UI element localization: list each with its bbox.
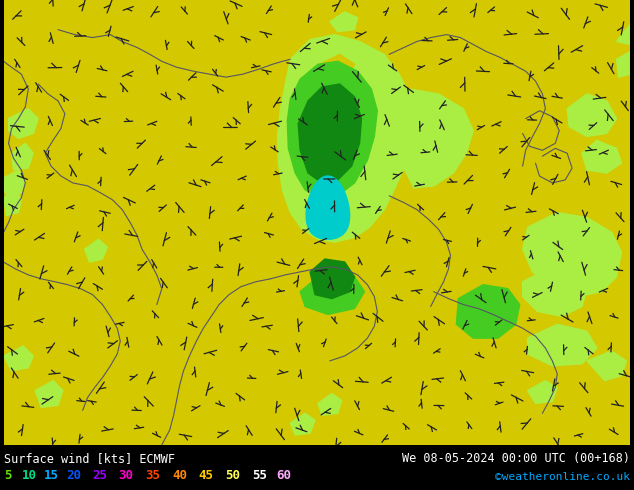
Text: 25: 25 [92,469,107,482]
Polygon shape [4,170,25,198]
Polygon shape [567,94,617,136]
Text: 35: 35 [145,469,160,482]
Polygon shape [36,381,63,407]
Polygon shape [298,84,361,183]
Polygon shape [278,35,414,242]
Polygon shape [300,277,365,315]
Polygon shape [287,61,377,198]
Text: 30: 30 [118,469,133,482]
Polygon shape [587,351,626,381]
Text: 60: 60 [276,469,291,482]
Polygon shape [85,239,107,262]
Text: 45: 45 [198,469,213,482]
Text: 55: 55 [252,469,267,482]
Polygon shape [8,109,38,138]
Text: ©weatheronline.co.uk: ©weatheronline.co.uk [495,472,630,482]
Polygon shape [320,54,354,79]
Polygon shape [617,24,630,45]
Polygon shape [4,346,33,371]
Text: 10: 10 [22,469,37,482]
Polygon shape [582,141,621,173]
Text: We 08-05-2024 00:00 UTC (00+168): We 08-05-2024 00:00 UTC (00+168) [402,452,630,465]
Polygon shape [11,144,33,170]
Polygon shape [306,176,349,239]
Text: 40: 40 [172,469,187,482]
Polygon shape [379,69,473,188]
Polygon shape [4,190,22,216]
Polygon shape [527,381,557,403]
Polygon shape [456,285,520,338]
Text: Surface wind [kts] ECMWF: Surface wind [kts] ECMWF [4,452,175,465]
Text: 5: 5 [4,469,11,482]
Polygon shape [527,324,597,366]
Polygon shape [290,413,315,435]
Polygon shape [522,269,587,317]
Text: 15: 15 [44,469,59,482]
Polygon shape [318,393,342,415]
Polygon shape [310,259,354,298]
Polygon shape [330,12,358,32]
Polygon shape [522,213,621,296]
Text: 50: 50 [225,469,240,482]
Polygon shape [617,51,630,77]
Text: 20: 20 [66,469,81,482]
